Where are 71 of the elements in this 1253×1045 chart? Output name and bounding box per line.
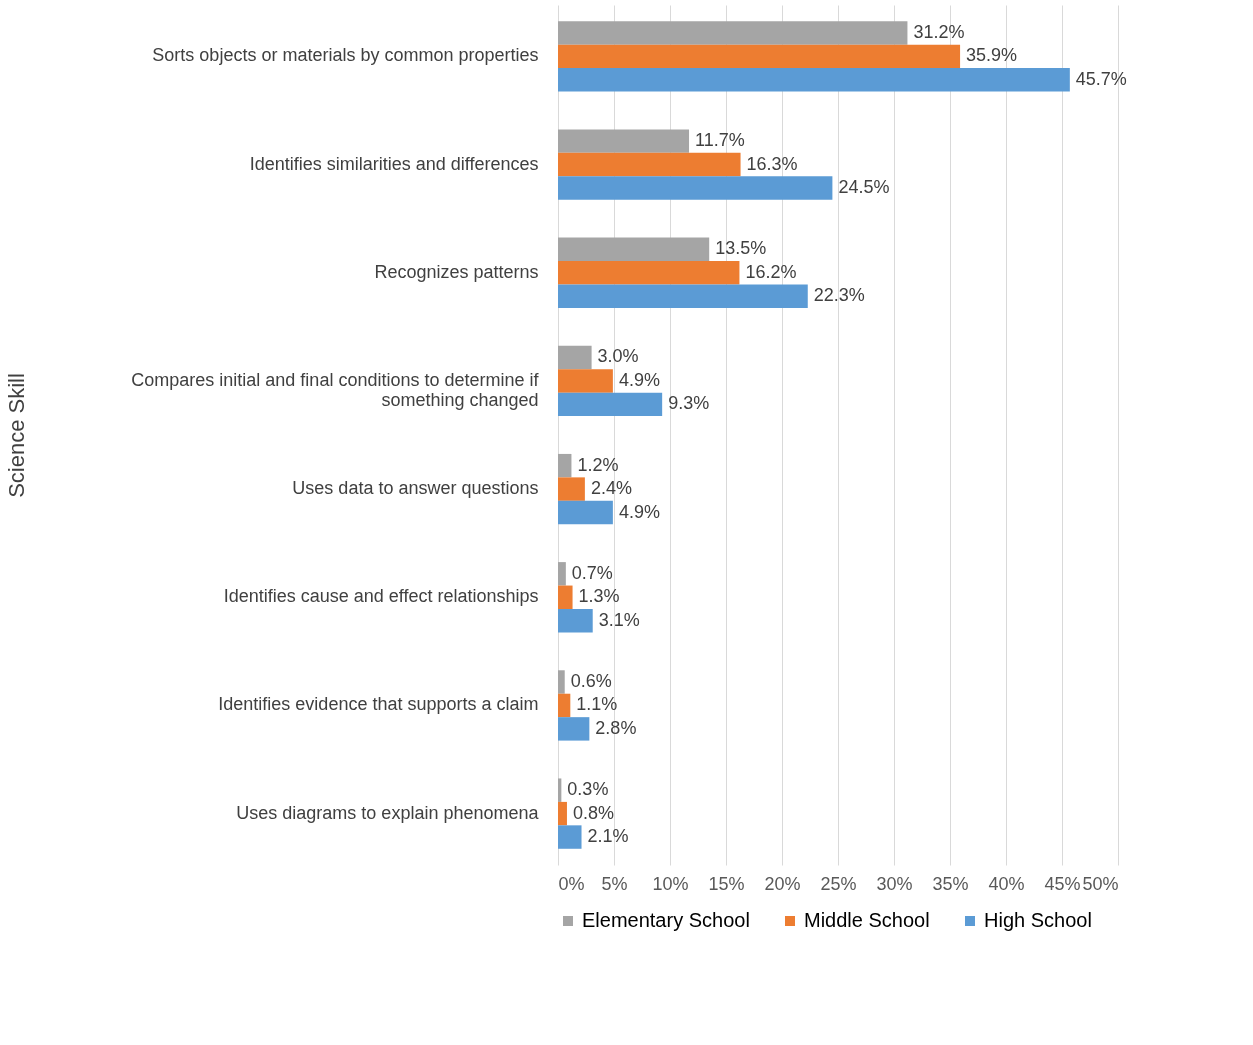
bar — [558, 693, 571, 718]
x-tick-label: 45% — [1044, 873, 1081, 894]
legend-label: High School — [984, 909, 1092, 931]
data-label: 22.3% — [813, 285, 865, 306]
data-label: 11.7% — [695, 130, 745, 151]
data-label: 4.9% — [618, 369, 660, 390]
x-tick-label: 30% — [876, 873, 913, 894]
data-label: 31.2% — [913, 21, 965, 42]
data-label: 16.3% — [746, 153, 798, 174]
x-tick-label: 20% — [764, 873, 801, 894]
bar — [558, 585, 573, 609]
y-axis-title: Science Skill — [3, 373, 29, 498]
x-tick-label: 35% — [932, 873, 969, 894]
x-tick-label: 10% — [652, 873, 689, 894]
bar — [558, 392, 663, 417]
bar — [558, 801, 567, 826]
legend-label: Middle School — [804, 909, 930, 931]
y-tick-label: Uses data to answer questions — [292, 478, 539, 499]
bar — [558, 717, 590, 741]
bar — [558, 369, 613, 393]
data-label: 4.9% — [618, 501, 660, 522]
data-label: 0.7% — [571, 562, 613, 583]
y-tick-label: Identifies similarities and differences — [249, 153, 539, 174]
bar — [558, 21, 908, 45]
bar — [558, 129, 690, 153]
bar — [558, 453, 572, 478]
bar — [558, 176, 833, 200]
x-tick-label: 40% — [988, 873, 1025, 894]
x-tick-label: 25% — [820, 873, 857, 894]
y-tick-label: Uses diagrams to explain phenomena — [236, 802, 540, 823]
bar — [558, 608, 593, 633]
bar — [558, 500, 613, 525]
data-label: 2.4% — [590, 478, 632, 499]
data-label: 2.8% — [595, 717, 637, 738]
data-label: 1.3% — [578, 586, 620, 607]
data-label: 24.5% — [838, 177, 890, 197]
bar — [558, 261, 740, 285]
bar — [558, 477, 585, 501]
x-tick-label: 50% — [1082, 873, 1119, 894]
data-label: 13.5% — [715, 238, 767, 259]
data-label: 1.2% — [577, 454, 619, 475]
x-tick-label: 5% — [601, 873, 628, 894]
legend-label: Elementary School — [582, 909, 750, 931]
data-label: 0.8% — [572, 802, 614, 823]
x-tick-label: 15% — [708, 873, 745, 894]
data-label: 16.2% — [745, 261, 797, 282]
data-label: 0.3% — [567, 779, 609, 800]
y-tick-label: Recognizes patterns — [374, 261, 539, 282]
bar — [558, 825, 582, 849]
data-label: 0.6% — [570, 671, 612, 691]
y-tick-label: Identifies cause and effect relationships — [223, 586, 539, 607]
data-label: 3.0% — [597, 346, 639, 367]
y-tick-label: Compares initial and final conditions to determine if something changed — [131, 369, 540, 410]
bar — [558, 345, 592, 370]
bar — [558, 562, 566, 586]
y-tick-label: Identifies evidence that supports a claim — [218, 694, 539, 715]
bar — [558, 670, 565, 694]
bar — [558, 778, 562, 802]
data-label: 3.1% — [598, 609, 640, 630]
data-label: 1.1% — [576, 694, 618, 715]
bar — [558, 44, 961, 69]
bar — [558, 68, 1070, 92]
data-label: 2.1% — [587, 826, 629, 847]
x-tick-label: 0% — [558, 873, 585, 894]
y-tick-label: Sorts objects or materials by common properties — [152, 45, 539, 66]
data-label: 35.9% — [966, 45, 1018, 66]
bar — [558, 237, 710, 262]
data-label: 45.7% — [1075, 68, 1127, 89]
data-label: 9.3% — [668, 393, 710, 414]
bar — [558, 152, 741, 177]
bar — [558, 284, 808, 308]
